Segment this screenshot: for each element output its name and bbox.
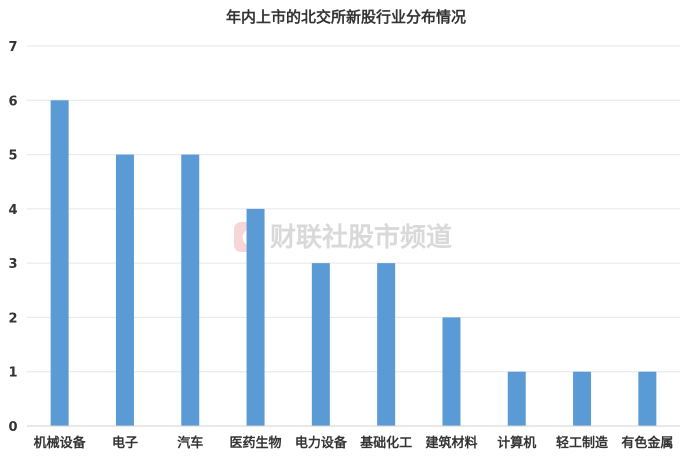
bar	[50, 100, 69, 427]
bar	[181, 154, 200, 427]
y-tick-label: 4	[8, 203, 17, 218]
x-tick-label: 轻工制造	[556, 435, 609, 451]
bar	[115, 154, 134, 427]
x-tick-label: 电力设备	[295, 435, 348, 451]
watermark: C 财联社股市频道	[234, 222, 452, 253]
chart-title: 年内上市的北交所新股行业分布情况	[226, 8, 466, 26]
y-tick-label: 1	[8, 366, 17, 381]
x-axis-ticks: 机械设备 电子 汽车 医药生物 电力设备 基础化工 建筑材料 计算机 轻工制造 有色金属	[34, 435, 674, 451]
watermark-text: 财联社股市频道	[270, 222, 452, 253]
bar	[507, 371, 526, 426]
x-tick-label: 计算机	[497, 435, 536, 451]
y-axis-ticks: 0 1 2 3 4 5 6 7	[8, 40, 17, 435]
bar	[246, 208, 265, 426]
x-tick-label: 汽车	[177, 435, 203, 451]
x-tick-label: 有色金属	[621, 435, 673, 451]
x-tick-label: 医药生物	[230, 435, 282, 451]
bar	[442, 317, 461, 426]
y-tick-label: 3	[8, 257, 17, 272]
bar	[638, 371, 657, 426]
x-tick-label: 基础化工	[359, 435, 412, 451]
bar	[377, 263, 396, 426]
x-tick-label: 机械设备	[34, 435, 87, 451]
x-tick-label: 电子	[112, 435, 138, 451]
bar	[573, 371, 592, 426]
y-tick-label: 5	[8, 149, 17, 164]
bar	[311, 263, 330, 426]
y-tick-label: 0	[8, 420, 17, 435]
y-tick-label: 7	[8, 40, 17, 55]
x-tick-label: 建筑材料	[425, 435, 477, 451]
y-tick-label: 6	[8, 94, 17, 109]
y-tick-label: 2	[8, 311, 17, 326]
bars	[50, 100, 657, 427]
gridlines	[27, 45, 680, 373]
